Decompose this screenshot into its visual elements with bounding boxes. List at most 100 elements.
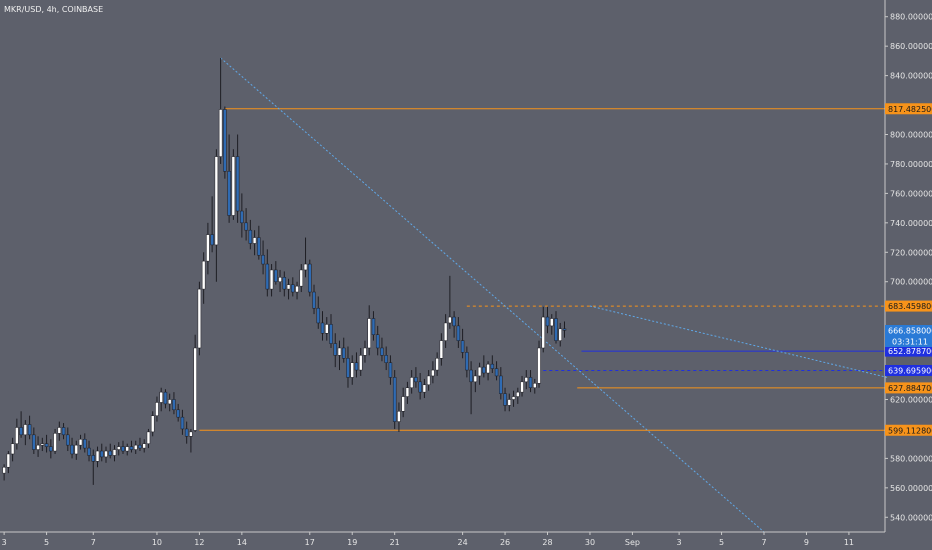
candle (125, 443, 129, 456)
candle (66, 427, 70, 452)
candle-body (108, 450, 112, 456)
candle-body (210, 234, 214, 246)
candle (448, 275, 452, 329)
candle-body (6, 453, 11, 468)
candle (499, 367, 503, 400)
candle (511, 390, 516, 407)
candle-body (562, 328, 567, 331)
candle-body (269, 269, 274, 290)
candle (354, 352, 359, 378)
candle-body (32, 434, 36, 450)
candle (533, 378, 537, 394)
candle (350, 355, 354, 385)
candle-body (524, 377, 529, 383)
candle-body (150, 415, 155, 433)
price-tick-label: 800.00000000 (890, 131, 932, 140)
candle (409, 370, 414, 394)
candle-body (142, 443, 146, 449)
candle (57, 421, 62, 441)
time-tick-label: 10 (152, 538, 162, 547)
level-price-tag-2: 652.87870000 (888, 347, 932, 356)
candle (460, 328, 465, 359)
candle-body (66, 434, 70, 446)
candle-body (155, 402, 159, 416)
candle-body (405, 387, 410, 397)
candle (121, 440, 125, 454)
candle-body (325, 324, 329, 334)
candle-body (83, 439, 87, 449)
levels-layer (199, 108, 885, 431)
candle (380, 337, 384, 362)
last-price-tag-bg (885, 325, 932, 348)
candle (201, 252, 206, 304)
candle-body (244, 222, 248, 231)
candle (197, 281, 202, 356)
candle (494, 361, 499, 381)
candle (100, 443, 104, 462)
candle-body (380, 347, 384, 356)
candle (40, 437, 45, 452)
candle (452, 311, 456, 338)
candle-body (167, 399, 172, 405)
candle (252, 230, 257, 256)
candle (261, 240, 265, 275)
candle (303, 237, 308, 278)
candle (537, 340, 541, 388)
candle-body (460, 340, 465, 353)
candle (545, 306, 550, 334)
candle (150, 411, 155, 437)
candle (15, 418, 19, 450)
price-tick-label: 700.00000000 (890, 278, 932, 287)
candle-body (465, 352, 469, 371)
candle-body (257, 237, 261, 256)
candle (316, 296, 321, 329)
price-tick-label: 540.00000000 (890, 513, 932, 522)
candle-body (494, 368, 499, 377)
candle-body (482, 366, 486, 374)
candle (286, 278, 291, 300)
candle-body (516, 391, 520, 397)
candle-body (129, 446, 134, 450)
candle (426, 370, 431, 391)
candle-body (414, 377, 418, 383)
candle (486, 361, 490, 381)
candle (189, 428, 193, 453)
time-tick-label: 3 (677, 538, 682, 547)
countdown-label: 03:31:11 (892, 338, 928, 347)
candle-body (533, 383, 537, 388)
candle-body (346, 358, 350, 378)
candle-body (197, 288, 202, 349)
price-axis[interactable]: 880.00000000 860.00000000 840.00000000 800.… (884, 0, 932, 532)
candle-body (125, 446, 129, 452)
candle (129, 440, 134, 453)
price-tick-label: 560.00000000 (890, 484, 932, 493)
candle (36, 436, 40, 457)
candle (184, 421, 189, 444)
candle-body (507, 399, 512, 406)
candle-body (443, 322, 448, 341)
candle-body (176, 409, 180, 418)
candle (214, 149, 219, 282)
candle (439, 333, 444, 366)
candle (265, 249, 270, 297)
candle (231, 149, 236, 220)
candle (342, 337, 346, 363)
candle-body (439, 340, 444, 359)
candle-body (91, 455, 96, 462)
candle (312, 284, 316, 315)
candle (465, 346, 469, 378)
price-tick-label: 760.00000000 (890, 189, 932, 198)
candle (550, 314, 554, 335)
candle (218, 57, 223, 164)
candle (358, 347, 363, 376)
candle-body (44, 443, 49, 447)
candle-body (193, 347, 197, 431)
candle-body (452, 316, 456, 327)
candle-body (291, 284, 295, 293)
time-axis[interactable]: 3 5 7 10 12 14 17 19 21 24 26 28 30 Sep 3 5 7 9 11 (0, 531, 885, 547)
level-price-tag-1: 683.45980000 (888, 302, 932, 311)
candle-body (121, 446, 125, 452)
candle (70, 437, 74, 459)
